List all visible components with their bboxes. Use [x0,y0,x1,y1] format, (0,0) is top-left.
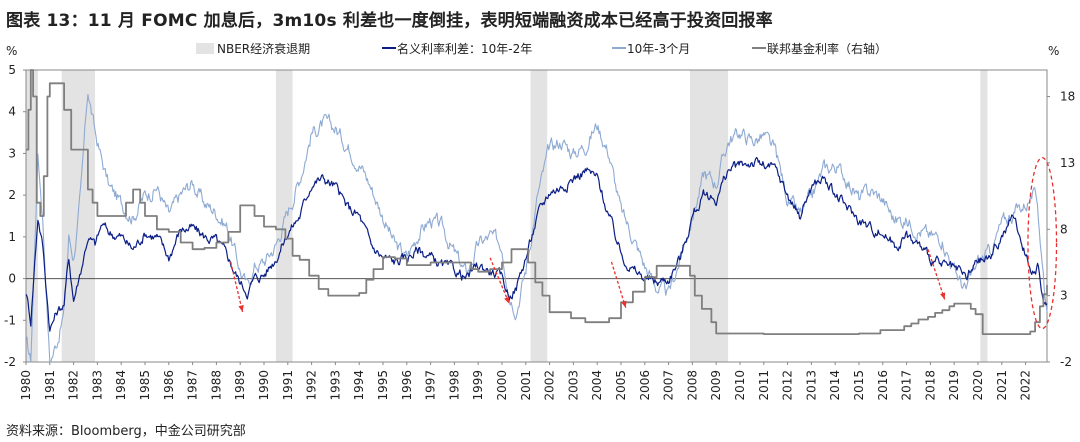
x-tick-label: 2005 [614,370,628,401]
legend: NBER经济衰退期 名义利率利差：10年-2年 10年-3个月 联邦基金利率（右… [196,41,887,56]
annotation-arrowhead [238,305,244,312]
x-tick-label: 2017 [900,370,914,401]
x-tick-label: 1989 [233,370,247,401]
series-lines [25,69,1048,363]
annotation-arrowhead [940,292,946,300]
legend-spread-10y2y-label: 名义利率利差：10年-2年 [397,41,532,56]
x-tick-label: 1996 [400,370,414,401]
x-tick-label: 1990 [257,370,271,401]
annotation-arrow [610,261,627,308]
x-tick-label: 2004 [590,370,604,401]
legend-fed-funds-label: 联邦基金利率（右轴） [767,41,887,56]
chart-title: 图表 13：11 月 FOMC 加息后，3m10s 利差也一度倒挂，表明短端融资… [6,11,773,31]
annotation-arrow [489,257,510,304]
x-tick-label: 1998 [447,370,461,401]
x-tick-label: 2018 [923,370,937,401]
x-tick-label: 2016 [876,370,890,401]
x-tick-label: 1983 [90,370,104,401]
recession-bands [26,70,988,362]
y-left-tick-label: 2 [8,188,16,202]
y-left-tick-label: -1 [4,313,16,327]
y-right-tick-label: 3 [1060,289,1068,303]
x-tick-label: 1985 [138,370,152,401]
x-tick-label: 1993 [328,370,342,401]
annotation-arrowhead [504,296,510,304]
x-tick-label: 1980 [19,370,33,401]
y-left-tick-label: -2 [4,355,16,369]
x-tick-label: 2003 [566,370,580,401]
x-tick-label: 2000 [495,370,509,401]
x-tick-label: 1991 [281,370,295,401]
x-tick-label: 2022 [1019,370,1033,401]
y-right-tick-label: 18 [1060,90,1075,104]
annotations [230,156,1058,330]
x-tick-label: 1999 [471,370,485,401]
recession-band [690,70,729,362]
x-tick-label: 2020 [971,370,985,401]
x-tick-label: 1987 [186,370,200,401]
x-tick-label: 2014 [828,370,842,401]
legend-recession-swatch [196,43,214,54]
x-tick-label: 2012 [781,370,795,401]
plot-border [25,69,1048,363]
left-axis-unit: % [6,44,17,58]
x-tick-label: 2010 [733,370,747,401]
recession-band [26,70,38,362]
highlight-ellipse [1027,156,1058,330]
x-tick-label: 1995 [376,370,390,401]
x-tick-label: 2001 [519,370,533,401]
recession-band [530,70,548,362]
y-right-tick-label: 8 [1060,222,1068,236]
recession-band [275,70,293,362]
y-left-tick-label: 3 [8,146,16,160]
series-fed-funds-line [26,69,1048,335]
x-tick-label: 2008 [685,370,699,401]
legend-recession-label: NBER经济衰退期 [217,41,310,56]
x-tick-label: 2007 [662,370,676,401]
x-tick-label: 1986 [162,370,176,401]
y-left-tick-label: 1 [8,230,16,244]
series-10y2y-line [25,156,1048,332]
right-axis-unit: % [1048,44,1059,58]
y-right-tick-label: -2 [1060,355,1072,369]
x-tick-label: 2015 [852,370,866,401]
annotation-arrow [230,261,244,313]
x-tick-label: 2006 [638,370,652,401]
y-right-tick-label: 13 [1060,156,1075,170]
y-left-tick-label: 0 [8,272,16,286]
annotation-arrowhead [621,300,627,308]
source-note: 资料来源：Bloomberg，中金公司研究部 [6,424,246,439]
x-tick-label: 1984 [114,370,128,401]
x-tick-label: 2019 [947,370,961,401]
x-tick-label: 2011 [757,370,771,401]
legend-spread-10y3m-label: 10年-3个月 [627,42,690,56]
x-tick-label: 1997 [424,370,438,401]
x-tick-label: 1994 [352,370,366,401]
x-tick-label: 1988 [209,370,223,401]
recession-band [980,70,988,362]
x-tick-label: 2009 [709,370,723,401]
x-tick-label: 1992 [305,370,319,401]
y-left-tick-label: 4 [8,105,16,119]
y-left-tick-label: 5 [8,63,16,77]
series-10y3m-line [25,93,1048,363]
x-tick-label: 2021 [995,370,1009,401]
plot-frame [25,69,1048,363]
x-tick-label: 1981 [43,370,57,401]
annotation-arrow [927,249,946,300]
x-tick-label: 1982 [67,370,81,401]
x-tick-label: 2002 [543,370,557,401]
x-tick-label: 2013 [804,370,818,401]
